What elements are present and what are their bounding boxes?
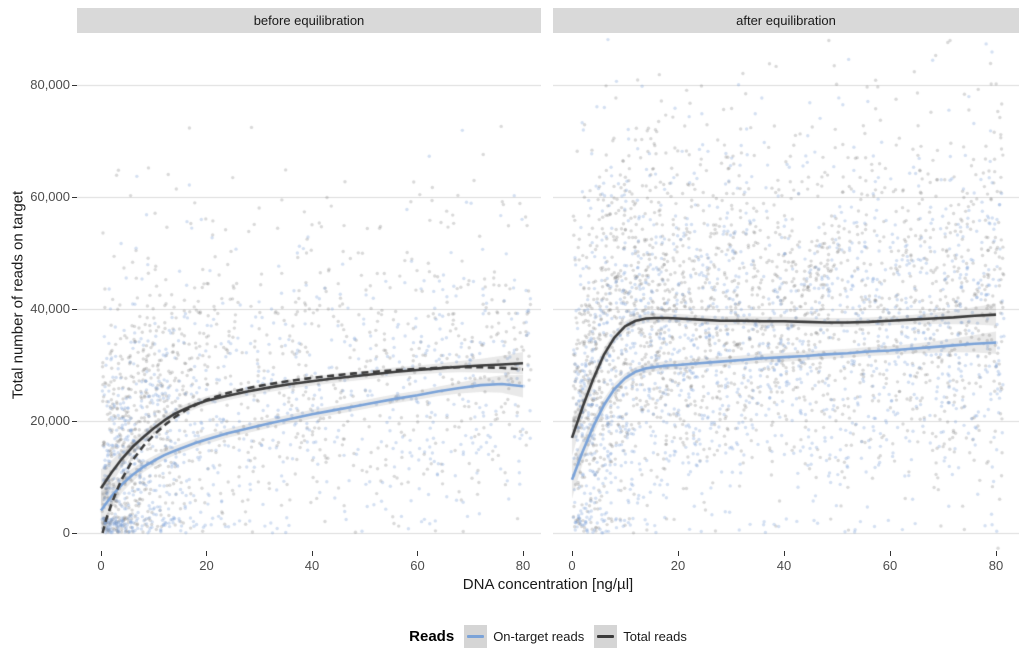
x-tick-label: 60 (410, 558, 425, 573)
y-tick-label: 80,000 (30, 77, 70, 92)
x-axis-tick (783, 551, 785, 556)
facet-strip-label: before equilibration (253, 13, 365, 28)
y-axis-title: Total number of reads on target (9, 190, 27, 400)
legend-title: Reads (409, 627, 455, 645)
x-tick-label: 40 (776, 558, 792, 573)
x-axis-tick (677, 551, 679, 556)
y-tick-label: 0 (62, 525, 70, 540)
facet-strip-label: after equilibration (736, 13, 836, 28)
y-axis-tick (72, 308, 77, 310)
legend-item-total: Total reads (594, 624, 687, 648)
x-axis-tick (522, 551, 524, 556)
x-axis-tick (417, 551, 418, 556)
plot-panel-after-equilibration (553, 33, 1019, 551)
legend-key-box (594, 624, 618, 648)
x-axis-tick (206, 551, 207, 556)
x-tick-label: 80 (988, 558, 1004, 573)
x-axis-title: DNA concentration [ng/µl] (462, 576, 634, 593)
x-tick-label: 0 (568, 558, 576, 573)
y-axis-tick (72, 532, 77, 534)
x-axis-tick (571, 551, 573, 556)
x-axis-tick (311, 551, 313, 556)
x-tick-label: 80 (515, 558, 531, 573)
x-axis-tick (889, 551, 891, 556)
legend-item-on-target: On-target reads (464, 624, 585, 648)
x-axis-tick (100, 551, 102, 556)
x-tick-label: 60 (882, 558, 898, 573)
x-tick-label: 40 (304, 558, 320, 573)
x-tick-label: 0 (97, 558, 105, 573)
legend-item-label: Total reads (623, 628, 687, 644)
legend: Reads On-target reads Total reads (77, 622, 1019, 650)
x-axis-tick (995, 551, 997, 556)
plot-panel-before-equilibration (77, 33, 541, 551)
on-target-line-icon (467, 634, 485, 638)
y-axis-tick (72, 420, 77, 422)
y-tick-label: 60,000 (30, 189, 70, 204)
x-tick-label: 20 (670, 558, 686, 573)
legend-key-box (464, 624, 488, 648)
legend-item-label: On-target reads (493, 628, 585, 644)
y-tick-label: 40,000 (30, 301, 70, 316)
x-tick-label: 20 (199, 558, 214, 573)
y-axis-tick (72, 196, 77, 198)
y-tick-label: 20,000 (30, 413, 70, 428)
total-line-icon (597, 634, 615, 638)
facet-strip-after-equilibration: after equilibration (553, 8, 1019, 33)
facet-strip-before-equilibration: before equilibration (77, 8, 541, 33)
y-axis-tick (72, 84, 77, 86)
